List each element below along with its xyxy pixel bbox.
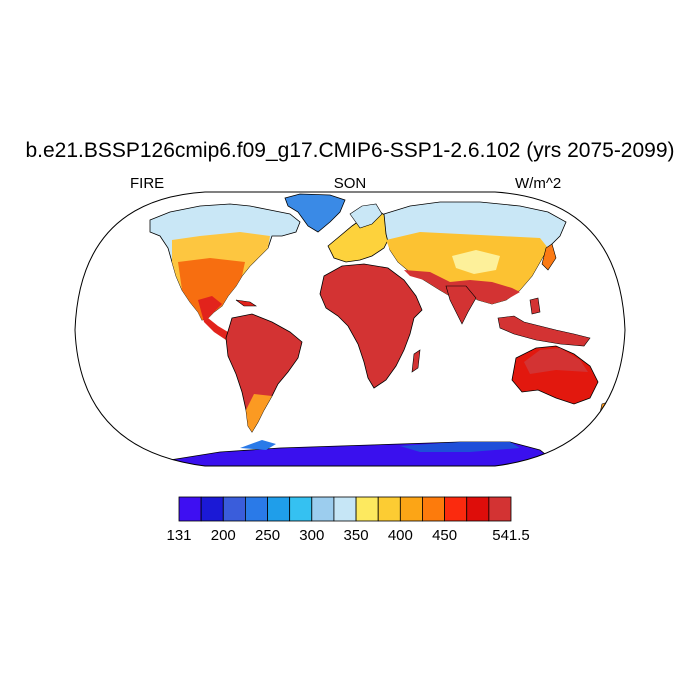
- colorbar-box: [244, 496, 268, 522]
- map-land-layer: [149, 193, 609, 466]
- colorbar-tick-label: 131: [166, 527, 192, 544]
- colorbar-box: [200, 496, 224, 522]
- land-india: [445, 285, 477, 325]
- colorbar-box: [377, 496, 401, 522]
- colorbar-box: [444, 496, 468, 522]
- units-label: W/m^2: [515, 175, 562, 192]
- colorbar-tick-label: 350: [343, 527, 369, 544]
- land-caribbean: [235, 299, 257, 307]
- colorbar-box: [488, 496, 512, 522]
- colorbar-box: [399, 496, 423, 522]
- land-scandinavia: [349, 203, 383, 229]
- land-africa: [319, 263, 423, 389]
- colorbar-box: [466, 496, 490, 522]
- land-north-america-hot: [178, 258, 245, 320]
- land-japan: [541, 243, 557, 271]
- colorbar-tick-label: 541.5: [492, 527, 530, 544]
- land-central-america: [198, 296, 232, 340]
- plot-title: b.e21.BSSP126cmip6.f09_g17.CMIP6-SSP1-2.…: [25, 139, 675, 162]
- colorbar-box: [311, 496, 335, 522]
- land-tibet: [452, 250, 500, 274]
- colorbar-box: [289, 496, 313, 522]
- land-south-america: [225, 313, 303, 433]
- colorbar-box: [422, 496, 446, 522]
- variable-label: FIRE: [130, 175, 165, 192]
- land-antarctic-peninsula: [240, 440, 276, 450]
- colorbar-tick-label: 400: [387, 527, 413, 544]
- colorbar-tick-label: 250: [255, 527, 281, 544]
- colorbar-box: [222, 496, 246, 522]
- colorbar-tick-label: 200: [210, 527, 236, 544]
- land-antarctica-coast: [400, 442, 520, 452]
- land-australia-north: [524, 348, 588, 374]
- colorbar-box: [333, 496, 357, 522]
- colorbar-tick-label: 450: [432, 527, 458, 544]
- globe-outline: [74, 191, 626, 467]
- land-greenland: [284, 193, 346, 233]
- colorbar: [178, 496, 512, 522]
- colorbar-box: [178, 496, 202, 522]
- land-philippines: [529, 297, 541, 315]
- land-indonesia: [497, 315, 591, 347]
- colorbar-tick-label: 300: [299, 527, 325, 544]
- land-south-america-south: [246, 394, 272, 432]
- colorbar-box: [355, 496, 379, 522]
- colorbar-box: [267, 496, 291, 522]
- season-label: SON: [333, 175, 367, 192]
- land-madagascar: [411, 349, 421, 373]
